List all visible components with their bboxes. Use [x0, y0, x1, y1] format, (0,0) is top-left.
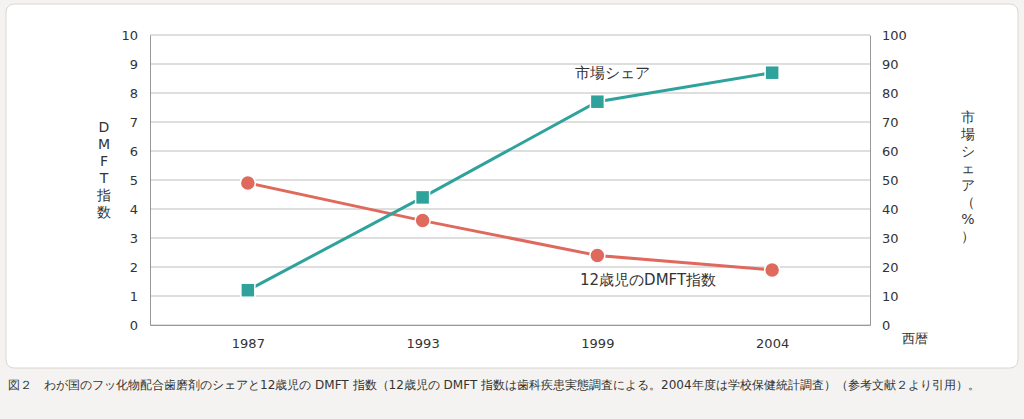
tick: 10	[121, 28, 150, 43]
grid-line	[150, 122, 870, 123]
tick-label: 90	[882, 57, 899, 72]
tick: 40	[870, 202, 899, 217]
tick: 0	[130, 318, 150, 333]
tick-label: 1993	[407, 336, 440, 351]
tick: 9	[130, 57, 150, 72]
marker	[240, 175, 255, 190]
tick-label: 10	[882, 289, 899, 304]
tick-label: 40	[882, 202, 899, 217]
tick-label: 30	[882, 231, 899, 246]
grid-line	[150, 267, 870, 268]
tick: 2004	[756, 325, 789, 351]
axis-line	[150, 36, 151, 326]
marks	[240, 66, 779, 298]
plot-background	[6, 4, 1018, 368]
tick: 90	[870, 57, 899, 72]
tick: 60	[870, 144, 899, 159]
tick: 20	[870, 260, 899, 275]
grid-line	[150, 209, 870, 210]
plot: 0123456789100102030405060708090100198719…	[121, 28, 928, 352]
grid-line	[150, 180, 870, 181]
y2-axis-label: 市場シェア（%）	[960, 109, 975, 244]
tick: 4	[130, 202, 150, 217]
tick: 1987	[232, 325, 265, 351]
tick-label: 4	[130, 202, 138, 217]
tick: 5	[130, 173, 150, 188]
grid-line	[150, 35, 870, 36]
tick-label: 0	[882, 318, 890, 333]
grid-line	[150, 64, 870, 65]
axis-line	[151, 325, 871, 326]
tick-label: 80	[882, 86, 899, 101]
tick: 0	[870, 318, 890, 333]
marker	[590, 95, 604, 109]
tick: 50	[870, 173, 899, 188]
grid	[150, 35, 870, 325]
tick: 1	[130, 289, 150, 304]
y-axis: 0 1 2 3 4 5 6 7 8 9 10	[121, 28, 150, 333]
tick-label: 2	[130, 260, 138, 275]
tick: 3	[130, 231, 150, 246]
marker	[416, 190, 430, 204]
tick-label: 10	[121, 28, 138, 43]
x-axis: 1987 1993 1999 2004	[151, 325, 871, 351]
grid-line	[150, 93, 870, 94]
tick: 8	[130, 86, 150, 101]
tick-label: 8	[130, 86, 138, 101]
marker	[765, 262, 780, 277]
tick-label: 0	[130, 318, 138, 333]
caption: 図２ わが国のフッ化物配合歯磨剤のシェアと12歳児の DMFT 指数（12歳児の…	[8, 376, 1013, 395]
marker	[765, 66, 779, 80]
grid-line	[150, 325, 870, 326]
tick: 6	[130, 144, 150, 159]
tick: 70	[870, 115, 899, 130]
tick: 100	[870, 28, 907, 43]
series-label: 12歳児のDMFT指数	[580, 271, 716, 289]
marker	[241, 283, 255, 297]
tick: 7	[130, 115, 150, 130]
tick-label: 3	[130, 231, 138, 246]
tick: 1999	[581, 325, 614, 351]
tick-label: 100	[882, 28, 907, 43]
tick: 1993	[407, 325, 440, 351]
tick: 2	[130, 260, 150, 275]
tick-label: 50	[882, 173, 899, 188]
tick: 80	[870, 86, 899, 101]
tick-label: 6	[130, 144, 138, 159]
tick-label: 5	[130, 173, 138, 188]
tick-label: 7	[130, 115, 138, 130]
tick-label: 9	[130, 57, 138, 72]
tick-label: 2004	[756, 336, 789, 351]
line	[248, 73, 772, 291]
tick-label: 70	[882, 115, 899, 130]
tick-label: 60	[882, 144, 899, 159]
series-label: 市場シェア	[575, 64, 650, 82]
grid-line	[150, 296, 870, 297]
tick-label: 1	[130, 289, 138, 304]
marker	[590, 248, 605, 263]
y2-axis: 0 10 20 30 40 50 60 70 80 90 100	[870, 28, 907, 333]
line	[248, 183, 772, 270]
tick: 30	[870, 231, 899, 246]
marker	[415, 213, 430, 228]
tick-label: 1987	[232, 336, 265, 351]
y-axis-label: DMFT指数	[96, 119, 111, 220]
x-axis-label: 西暦	[902, 331, 928, 346]
tick-label: 20	[882, 260, 899, 275]
axis-line	[870, 36, 871, 326]
tick-label: 1999	[581, 336, 614, 351]
tick: 10	[870, 289, 899, 304]
